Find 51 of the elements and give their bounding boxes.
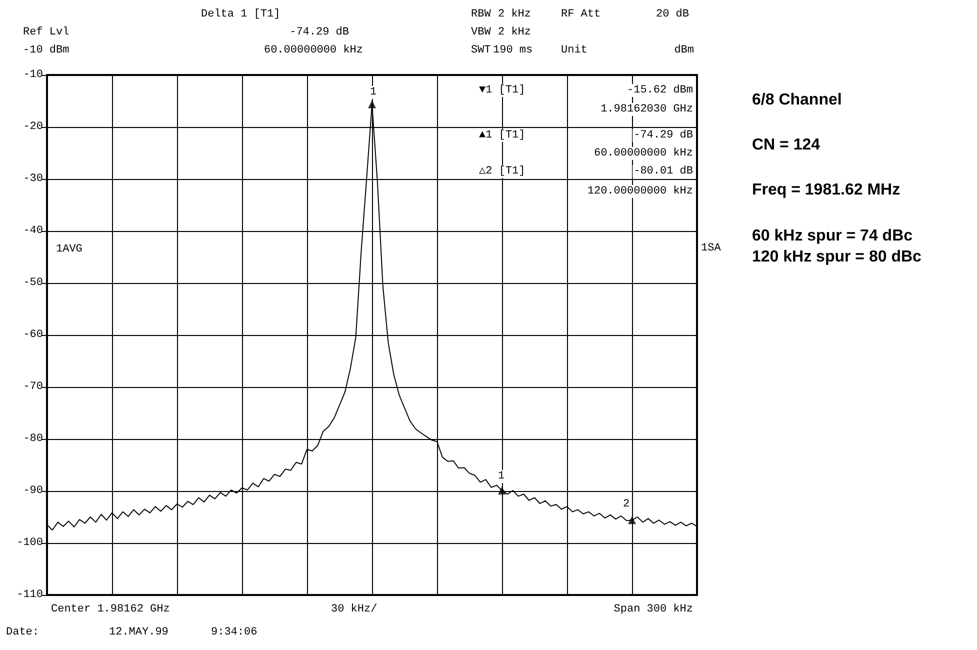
text: -74.29 dB xyxy=(290,26,350,38)
text: 2 kHz xyxy=(498,8,532,20)
y-tick-label: -30 xyxy=(23,173,43,185)
annotation: 2 xyxy=(623,498,630,510)
text: Center 1.98162 GHz xyxy=(51,604,170,616)
text: RF Att xyxy=(561,8,601,20)
text: SWT xyxy=(471,44,492,56)
annotation: -15.62 dBm xyxy=(626,84,694,96)
y-tick-label: -80 xyxy=(23,433,43,445)
text: 120 kHz spur = 80 dBc xyxy=(752,248,922,266)
text: RBW xyxy=(471,8,492,20)
text: 1SA xyxy=(701,242,722,254)
text: Delta 1 [T1] xyxy=(201,8,280,20)
text: -10 dBm xyxy=(23,44,70,56)
text: 6/8 Channel xyxy=(752,92,842,108)
text: 12.MAY.99 xyxy=(109,626,168,638)
y-tick-label: -40 xyxy=(23,225,43,237)
y-tick-label: -20 xyxy=(23,121,43,133)
text: Span 300 kHz xyxy=(614,604,694,616)
annotation: ▼1 [T1] xyxy=(479,84,526,96)
annotation: 120.00000000 kHz xyxy=(587,186,694,198)
y-tick-label: -70 xyxy=(23,381,43,393)
text: CN = 124 xyxy=(752,136,820,154)
text: Unit xyxy=(561,44,588,56)
text: Date: xyxy=(6,626,40,638)
text: 30 kHz/ xyxy=(331,604,378,616)
text: 20 dB xyxy=(656,8,690,20)
annotation: 1 xyxy=(370,86,377,98)
y-tick-label: -60 xyxy=(23,329,43,341)
text: dBm xyxy=(674,44,694,56)
text: 60 kHz spur = 74 dBc xyxy=(752,228,913,244)
y-tick-label: -90 xyxy=(23,485,43,497)
y-tick-label: -100 xyxy=(16,537,43,549)
annotation: -74.29 dB xyxy=(634,130,694,142)
text: Freq = 1981.62 MHz xyxy=(752,182,900,198)
annotation: -80.01 dB xyxy=(634,166,694,178)
annotation: 1AVG xyxy=(56,244,82,256)
text: 9:34:06 xyxy=(211,626,258,638)
text: Ref Lvl xyxy=(23,26,70,38)
text: 2 kHz xyxy=(498,26,532,38)
text: VBW xyxy=(471,26,492,38)
text: 60.00000000 kHz xyxy=(264,44,364,56)
annotation: 1 xyxy=(498,470,505,482)
y-tick-label: -10 xyxy=(23,69,43,81)
text: 190 ms xyxy=(493,44,533,56)
y-tick-label: -110 xyxy=(16,589,43,601)
y-tick-label: -50 xyxy=(23,277,43,289)
annotation: 60.00000000 kHz xyxy=(594,148,694,160)
annotation: △2 [T1] xyxy=(479,166,526,178)
annotation: 1.98162030 GHz xyxy=(600,104,694,116)
annotation: ▲1 [T1] xyxy=(479,130,526,142)
